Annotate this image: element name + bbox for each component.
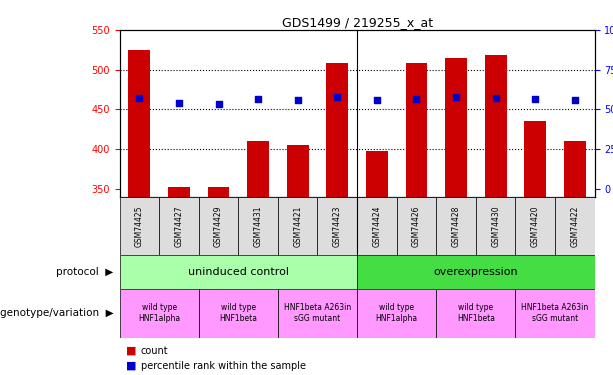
Text: GSM74428: GSM74428 xyxy=(452,205,460,247)
Bar xyxy=(357,197,397,255)
Bar xyxy=(516,289,595,338)
Text: GSM74427: GSM74427 xyxy=(175,205,183,247)
Title: GDS1499 / 219255_x_at: GDS1499 / 219255_x_at xyxy=(281,16,433,29)
Bar xyxy=(524,122,546,197)
Bar xyxy=(159,197,199,255)
Bar xyxy=(168,188,190,197)
Bar xyxy=(199,197,238,255)
Text: overexpression: overexpression xyxy=(433,267,518,277)
Point xyxy=(174,100,184,106)
Text: genotype/variation  ▶: genotype/variation ▶ xyxy=(0,308,113,318)
Text: percentile rank within the sample: percentile rank within the sample xyxy=(141,361,306,370)
Point xyxy=(451,94,461,100)
Text: wild type
HNF1beta: wild type HNF1beta xyxy=(219,303,257,323)
Text: GSM74430: GSM74430 xyxy=(491,205,500,247)
Bar xyxy=(120,255,357,289)
Bar xyxy=(120,289,199,338)
Text: GSM74426: GSM74426 xyxy=(412,205,421,247)
Bar xyxy=(436,197,476,255)
Bar xyxy=(208,188,229,197)
Bar xyxy=(357,289,436,338)
Point xyxy=(530,96,540,102)
Text: GSM74424: GSM74424 xyxy=(372,205,381,247)
Bar xyxy=(357,255,595,289)
Text: GSM74423: GSM74423 xyxy=(333,205,342,247)
Text: GSM74429: GSM74429 xyxy=(214,205,223,247)
Bar xyxy=(247,141,269,197)
Bar xyxy=(318,197,357,255)
Text: GSM74422: GSM74422 xyxy=(570,205,579,247)
Text: uninduced control: uninduced control xyxy=(188,267,289,277)
Point xyxy=(372,97,382,103)
Bar xyxy=(326,63,348,197)
Bar xyxy=(555,197,595,255)
Point xyxy=(411,96,421,102)
Text: GSM74421: GSM74421 xyxy=(293,205,302,247)
Text: GSM74420: GSM74420 xyxy=(531,205,539,247)
Point xyxy=(491,94,501,100)
Text: count: count xyxy=(141,346,169,355)
Bar xyxy=(199,289,278,338)
Point xyxy=(253,96,263,102)
Bar xyxy=(406,63,427,197)
Text: protocol  ▶: protocol ▶ xyxy=(56,267,113,277)
Text: wild type
HNF1beta: wild type HNF1beta xyxy=(457,303,495,323)
Text: ■: ■ xyxy=(126,346,136,355)
Bar xyxy=(120,197,159,255)
Bar xyxy=(564,141,585,197)
Text: ■: ■ xyxy=(126,361,136,370)
Bar xyxy=(287,145,308,197)
Bar xyxy=(516,197,555,255)
Point xyxy=(213,101,223,107)
Bar xyxy=(366,151,388,197)
Text: HNF1beta A263in
sGG mutant: HNF1beta A263in sGG mutant xyxy=(284,303,351,323)
Bar xyxy=(397,197,436,255)
Bar xyxy=(436,289,516,338)
Bar xyxy=(476,197,516,255)
Bar xyxy=(129,50,150,197)
Text: GSM74431: GSM74431 xyxy=(254,205,262,247)
Bar xyxy=(485,56,506,197)
Bar xyxy=(238,197,278,255)
Bar xyxy=(278,197,318,255)
Text: HNF1beta A263in
sGG mutant: HNF1beta A263in sGG mutant xyxy=(522,303,588,323)
Bar xyxy=(278,289,357,338)
Text: wild type
HNF1alpha: wild type HNF1alpha xyxy=(138,303,180,323)
Bar xyxy=(445,58,467,197)
Point xyxy=(293,97,303,103)
Point xyxy=(332,94,342,100)
Point xyxy=(134,94,144,100)
Point xyxy=(570,97,580,103)
Text: GSM74425: GSM74425 xyxy=(135,205,144,247)
Text: wild type
HNF1alpha: wild type HNF1alpha xyxy=(376,303,417,323)
